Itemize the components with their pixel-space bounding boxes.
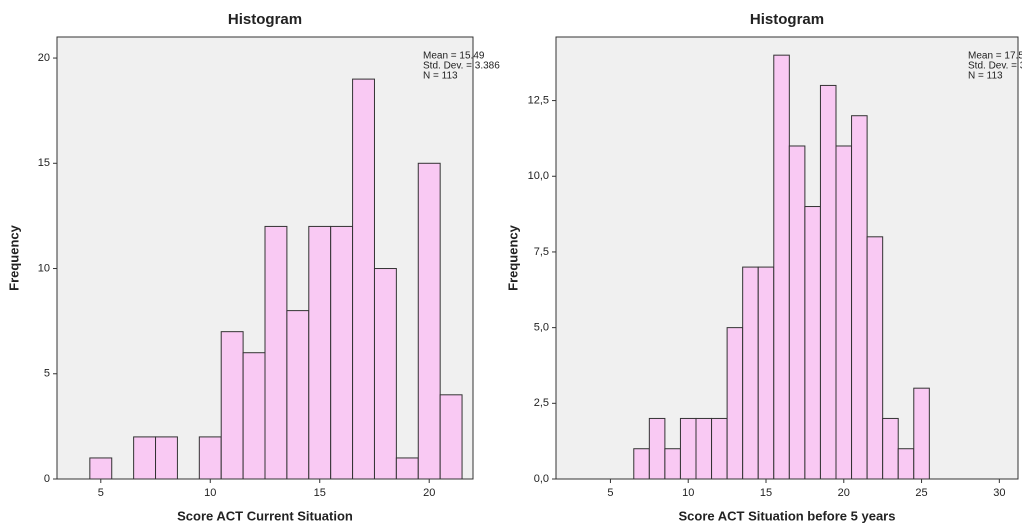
x-tick-label: 15	[314, 487, 326, 499]
y-tick-label: 10,0	[528, 170, 549, 182]
bar	[711, 417, 728, 480]
y-tick-label: 12,5	[528, 94, 549, 106]
bar	[633, 448, 650, 480]
x-tick-label: 10	[682, 487, 694, 499]
bar	[882, 417, 899, 480]
bar	[835, 145, 853, 480]
bar	[819, 84, 837, 480]
bar	[417, 162, 441, 480]
x-tick-label: 5	[607, 487, 613, 499]
bar	[866, 236, 884, 480]
x-axis-label: Score ACT Situation before 5 years	[679, 508, 896, 523]
bar	[308, 225, 332, 480]
y-tick-label: 20	[38, 52, 50, 64]
bar	[198, 436, 222, 480]
x-tick-label: 25	[915, 487, 927, 499]
x-axis-label: Score ACT Current Situation	[177, 508, 353, 523]
y-tick-label: 5,0	[534, 322, 549, 334]
bar	[330, 225, 354, 480]
bar	[155, 436, 178, 480]
bar	[757, 266, 775, 480]
bar	[352, 78, 375, 480]
bar	[89, 457, 113, 480]
y-tick-label: 2,5	[534, 397, 549, 409]
stat-annotation: N = 113	[968, 71, 1003, 82]
bar	[726, 327, 744, 480]
stat-annotation: Std. Dev. = 3.74	[968, 61, 1022, 72]
bar	[648, 417, 666, 480]
bar	[679, 417, 697, 480]
y-tick-label: 5	[44, 368, 50, 380]
x-tick-label: 10	[204, 487, 216, 499]
y-axis-label: Frequency	[6, 224, 21, 291]
bar	[913, 387, 930, 480]
bar	[373, 268, 397, 480]
x-tick-label: 15	[760, 487, 772, 499]
chart-title: Histogram	[750, 11, 824, 28]
bar	[742, 266, 759, 480]
y-tick-label: 0	[44, 473, 50, 485]
bar	[395, 457, 419, 480]
bar	[220, 331, 244, 480]
y-tick-label: 15	[38, 157, 50, 169]
chart-title: Histogram	[228, 11, 302, 28]
bar	[804, 206, 821, 480]
y-tick-label: 0,0	[534, 473, 549, 485]
x-tick-label: 20	[838, 487, 850, 499]
bar	[695, 417, 713, 480]
stat-annotation: Mean = 17.51	[968, 51, 1022, 62]
y-axis-label: Frequency	[505, 224, 520, 291]
stat-annotation: Mean = 15.49	[423, 51, 485, 62]
y-tick-label: 10	[38, 262, 50, 274]
y-tick-label: 7,5	[534, 246, 549, 258]
bar	[242, 352, 266, 480]
bar	[851, 115, 868, 480]
x-tick-label: 20	[423, 487, 435, 499]
bar	[133, 436, 157, 480]
x-tick-label: 30	[993, 487, 1005, 499]
stat-annotation: Std. Dev. = 3.386	[423, 61, 500, 72]
bar	[773, 54, 790, 480]
bar	[897, 448, 915, 480]
bar	[664, 448, 681, 480]
stat-annotation: N = 113	[423, 71, 458, 82]
x-tick-label: 5	[98, 487, 104, 499]
bar	[264, 225, 288, 480]
bar	[286, 310, 310, 480]
bar	[439, 394, 463, 480]
bar	[788, 145, 806, 480]
